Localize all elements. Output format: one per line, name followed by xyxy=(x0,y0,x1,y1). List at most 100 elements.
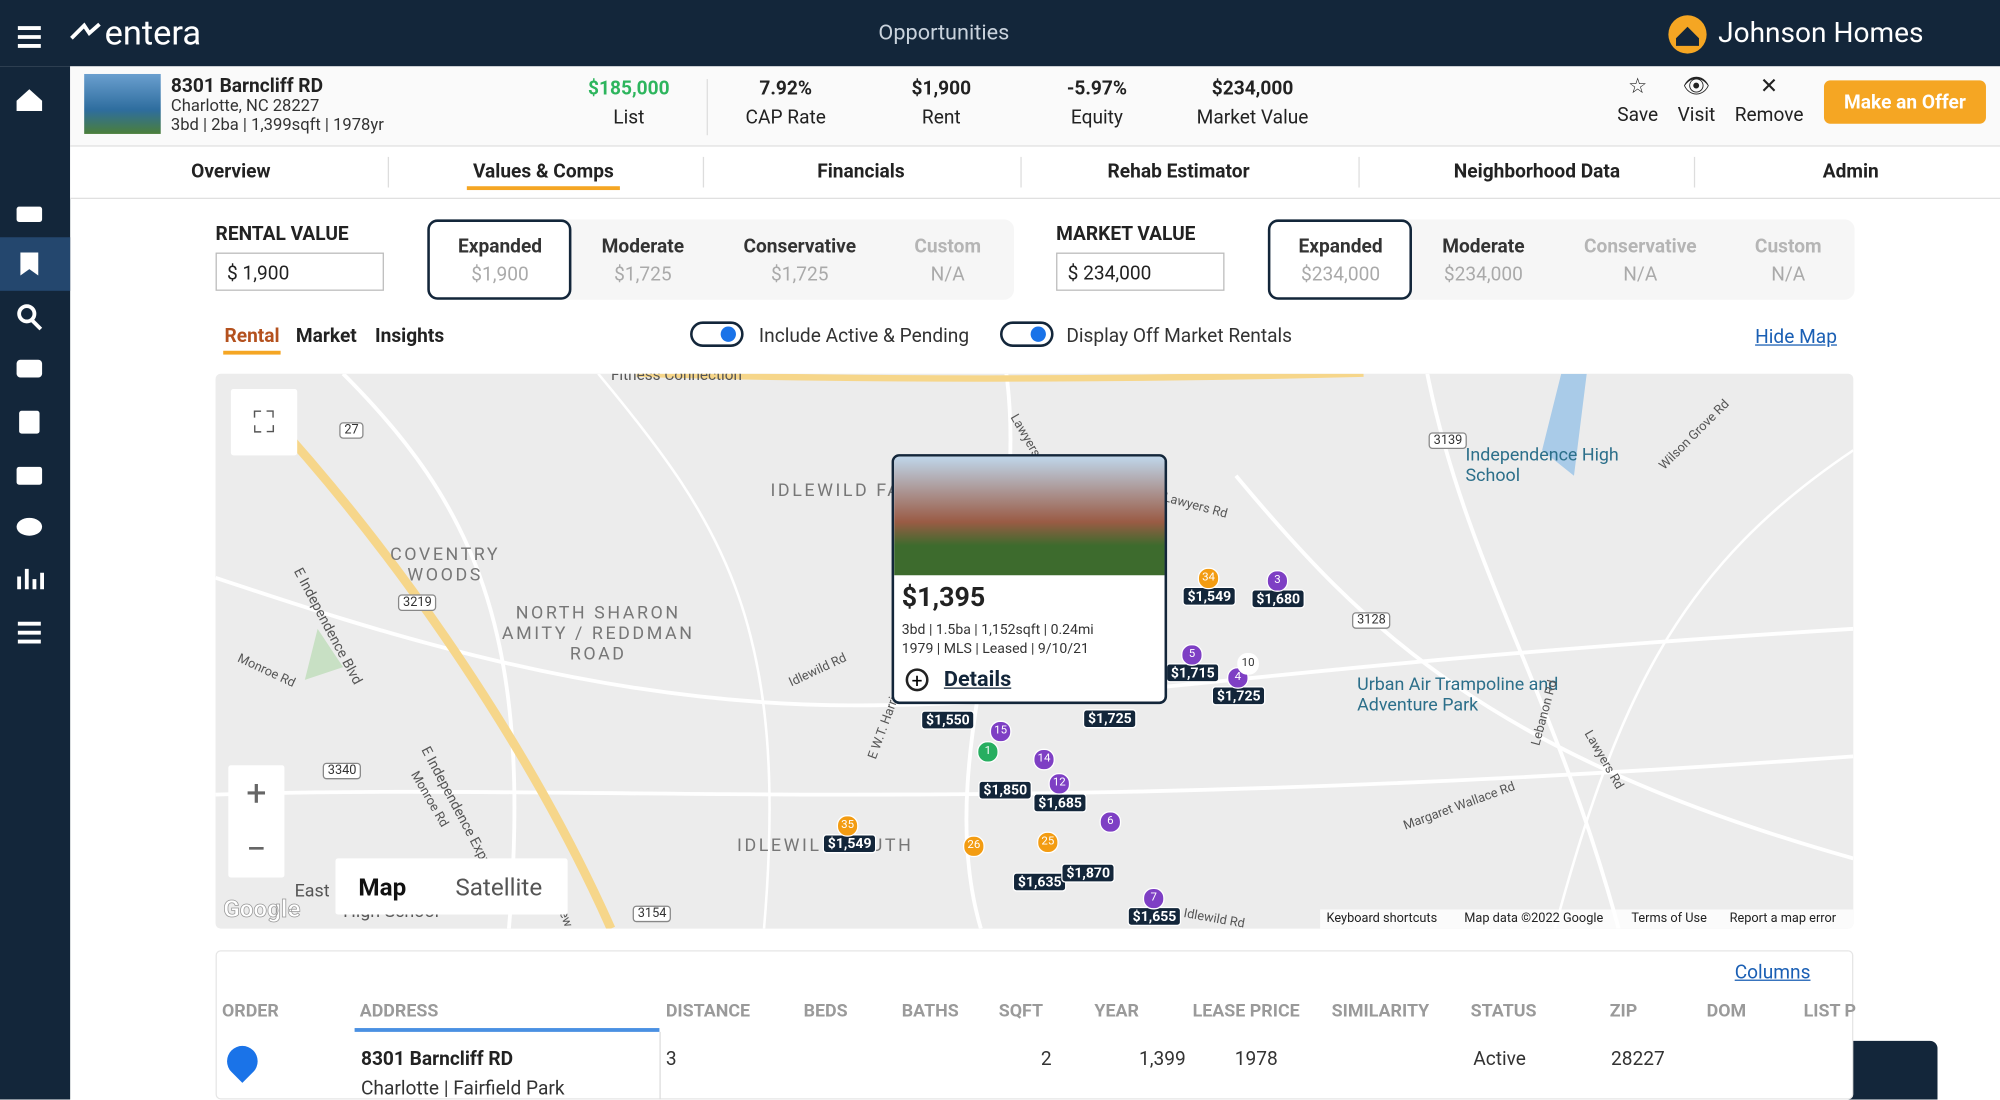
pin-marker[interactable]: 10 xyxy=(1237,653,1259,675)
column-header[interactable]: DISTANCE xyxy=(665,1001,751,1022)
pin-marker[interactable]: 6 xyxy=(1099,811,1122,833)
pin-marker[interactable]: 25 xyxy=(1036,831,1059,854)
subtab[interactable]: Rental xyxy=(224,323,280,347)
option-value[interactable]: $1,725 xyxy=(770,262,829,286)
toggle-label[interactable]: Include Active & Pending xyxy=(758,323,970,347)
option-name[interactable]: Moderate xyxy=(601,234,685,258)
toggle[interactable] xyxy=(690,321,744,347)
value-label: MARKET VALUE xyxy=(1056,221,1196,245)
option-selected xyxy=(427,219,572,300)
row-cell: 1,399 xyxy=(1139,1047,1186,1071)
action-button[interactable]: Remove xyxy=(1734,103,1804,127)
column-header[interactable]: SIMILARITY xyxy=(1331,1001,1430,1022)
pin-marker[interactable]: 34 xyxy=(1197,567,1220,590)
popup-line: 3bd | 1.5ba | 1,152sqft | 0.24mi xyxy=(901,621,1094,638)
listing-popup[interactable]: $1,395 3bd | 1.5ba | 1,152sqft | 0.24mi 19… xyxy=(891,454,1168,705)
tab[interactable]: Neighborhood Data xyxy=(1453,159,1621,183)
zoom-in[interactable] xyxy=(228,765,285,878)
column-header[interactable]: ADDRESS xyxy=(359,1001,439,1022)
price-marker[interactable]: $1,870 xyxy=(1061,863,1116,883)
option-value[interactable]: $234,000 xyxy=(1443,262,1523,286)
tab[interactable]: Rehab Estimator xyxy=(1107,159,1250,183)
tab[interactable]: Admin xyxy=(1822,159,1879,183)
metric-value: $234,000 xyxy=(1211,76,1294,100)
price-marker[interactable]: $1,549 xyxy=(822,834,877,854)
price-marker[interactable]: $1,549 xyxy=(1182,586,1237,606)
column-header[interactable]: BATHS xyxy=(901,1001,959,1022)
column-header[interactable]: LEASE PRICE xyxy=(1192,1001,1300,1022)
column-header[interactable]: STATUS xyxy=(1470,1001,1537,1022)
toggle[interactable] xyxy=(999,321,1054,347)
map-footer-link[interactable]: Terms of Use xyxy=(1631,911,1707,927)
option-name[interactable]: Conservative xyxy=(1584,234,1697,258)
option-value[interactable]: $1,725 xyxy=(614,262,672,286)
address-col xyxy=(355,1031,661,1100)
price-marker[interactable]: $1,725 xyxy=(1211,686,1266,706)
tab[interactable]: Overview xyxy=(191,159,271,183)
price-marker[interactable]: $1,685 xyxy=(1033,793,1088,813)
pin-marker[interactable]: 14 xyxy=(1033,748,1055,771)
brand[interactable]: entera xyxy=(104,12,202,54)
map[interactable]: Fitness Connection IDLEWILD FARMS COVENTRY… xyxy=(215,373,1854,929)
pin-marker[interactable]: 3 xyxy=(1266,570,1289,592)
road-shield: 3154 xyxy=(632,905,672,923)
price-marker[interactable]: $1,715 xyxy=(1165,663,1220,683)
value-label: RENTAL VALUE xyxy=(215,221,349,245)
option-value[interactable]: $1,900 xyxy=(471,262,529,286)
pin-marker[interactable]: 1 xyxy=(977,741,999,763)
action-button[interactable]: Visit xyxy=(1677,103,1716,127)
map-type-button[interactable]: Satellite xyxy=(455,872,543,902)
option-value[interactable]: N/A xyxy=(1623,262,1658,286)
price-marker[interactable]: $1,655 xyxy=(1127,906,1182,927)
map-type-button[interactable]: Map xyxy=(358,872,407,902)
option-name[interactable]: Moderate xyxy=(1442,234,1525,258)
option-name[interactable]: Conservative xyxy=(743,234,857,258)
price-marker[interactable]: $1,550 xyxy=(920,710,975,730)
fullscreen-button[interactable]: ⛶ xyxy=(230,389,298,456)
pin-marker[interactable]: 5 xyxy=(1181,644,1203,666)
pin-marker[interactable]: 35 xyxy=(836,815,859,837)
option-name[interactable]: Custom xyxy=(1754,234,1822,258)
map-footer-link[interactable]: Report a map error xyxy=(1729,911,1837,927)
column-header[interactable]: DOM xyxy=(1706,1001,1747,1022)
tab-divider xyxy=(1019,156,1022,188)
row-address: 8301 Barncliff RD xyxy=(360,1047,514,1071)
price-marker[interactable]: $1,680 xyxy=(1251,589,1306,609)
column-header[interactable]: YEAR xyxy=(1094,1001,1139,1022)
pin-marker[interactable]: 26 xyxy=(963,835,985,858)
subtab[interactable]: Market xyxy=(295,323,357,347)
subtab[interactable]: Insights xyxy=(374,323,445,347)
pin-marker[interactable]: 15 xyxy=(989,720,1012,743)
column-header[interactable]: LIST P xyxy=(1803,1001,1857,1022)
company[interactable]: Johnson Homes xyxy=(1718,17,1924,50)
popup-details-link[interactable]: Details xyxy=(943,667,1012,693)
toggle-label[interactable]: Display Off Market Rentals xyxy=(1066,323,1293,347)
column-header[interactable]: BEDS xyxy=(803,1001,848,1022)
column-header[interactable]: SQFT xyxy=(998,1001,1044,1022)
option-name[interactable]: Custom xyxy=(914,234,982,258)
tab[interactable]: Financials xyxy=(817,159,905,183)
option-name[interactable]: Expanded xyxy=(1298,234,1383,258)
option-name[interactable]: Expanded xyxy=(457,234,543,258)
metric-label: Equity xyxy=(1070,105,1123,129)
column-header[interactable]: ZIP xyxy=(1609,1001,1638,1022)
option-value[interactable]: N/A xyxy=(1771,262,1806,286)
map-footer-link[interactable]: Map data ©2022 Google xyxy=(1464,911,1604,927)
columns-link[interactable]: Columns xyxy=(1734,960,1811,984)
pin-marker[interactable]: 12 xyxy=(1048,772,1071,795)
option-value[interactable]: N/A xyxy=(930,262,965,286)
value-input[interactable]: $ 234,000 xyxy=(1056,252,1225,291)
option-value[interactable]: $234,000 xyxy=(1301,262,1381,286)
map-label: Fitness Connection xyxy=(610,373,742,384)
map-footer-link[interactable]: Keyboard shortcuts xyxy=(1326,911,1438,927)
make-offer-button[interactable]: Make an Offer xyxy=(1823,80,1986,124)
tab[interactable]: Values & Comps xyxy=(472,159,614,183)
pin-marker[interactable]: 7 xyxy=(1142,887,1165,910)
column-header[interactable]: ORDER xyxy=(221,1001,279,1022)
hide-map-link[interactable]: Hide Map xyxy=(1755,325,1837,349)
price-marker[interactable]: $1,850 xyxy=(978,780,1033,800)
price-marker[interactable]: $1,725 xyxy=(1082,709,1137,729)
action-button[interactable]: Save xyxy=(1617,103,1659,127)
price-marker[interactable]: $1,635 xyxy=(1012,872,1067,892)
value-input[interactable]: $ 1,900 xyxy=(215,252,384,291)
